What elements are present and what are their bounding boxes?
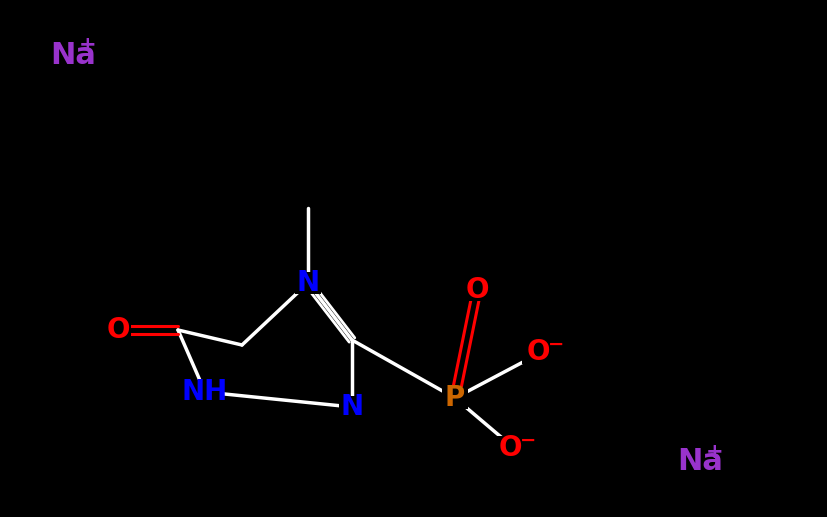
Text: Na: Na [676,448,722,477]
Text: Na: Na [50,40,96,69]
Bar [442,387,467,409]
Text: −: − [547,334,563,354]
Bar [294,272,321,294]
Bar [463,279,490,301]
Text: O: O [106,316,130,344]
Text: N: N [296,269,319,297]
Bar [187,381,222,403]
Bar [521,340,562,364]
Bar [338,396,365,418]
Text: +: + [79,35,97,55]
Text: N: N [340,393,363,421]
Text: O: O [526,338,549,366]
Text: P: P [444,384,465,412]
Bar [494,436,533,460]
Text: −: − [519,431,536,449]
Text: +: + [705,442,723,462]
Text: O: O [465,276,488,304]
Bar [105,319,131,341]
Text: NH: NH [182,378,228,406]
Text: O: O [498,434,521,462]
